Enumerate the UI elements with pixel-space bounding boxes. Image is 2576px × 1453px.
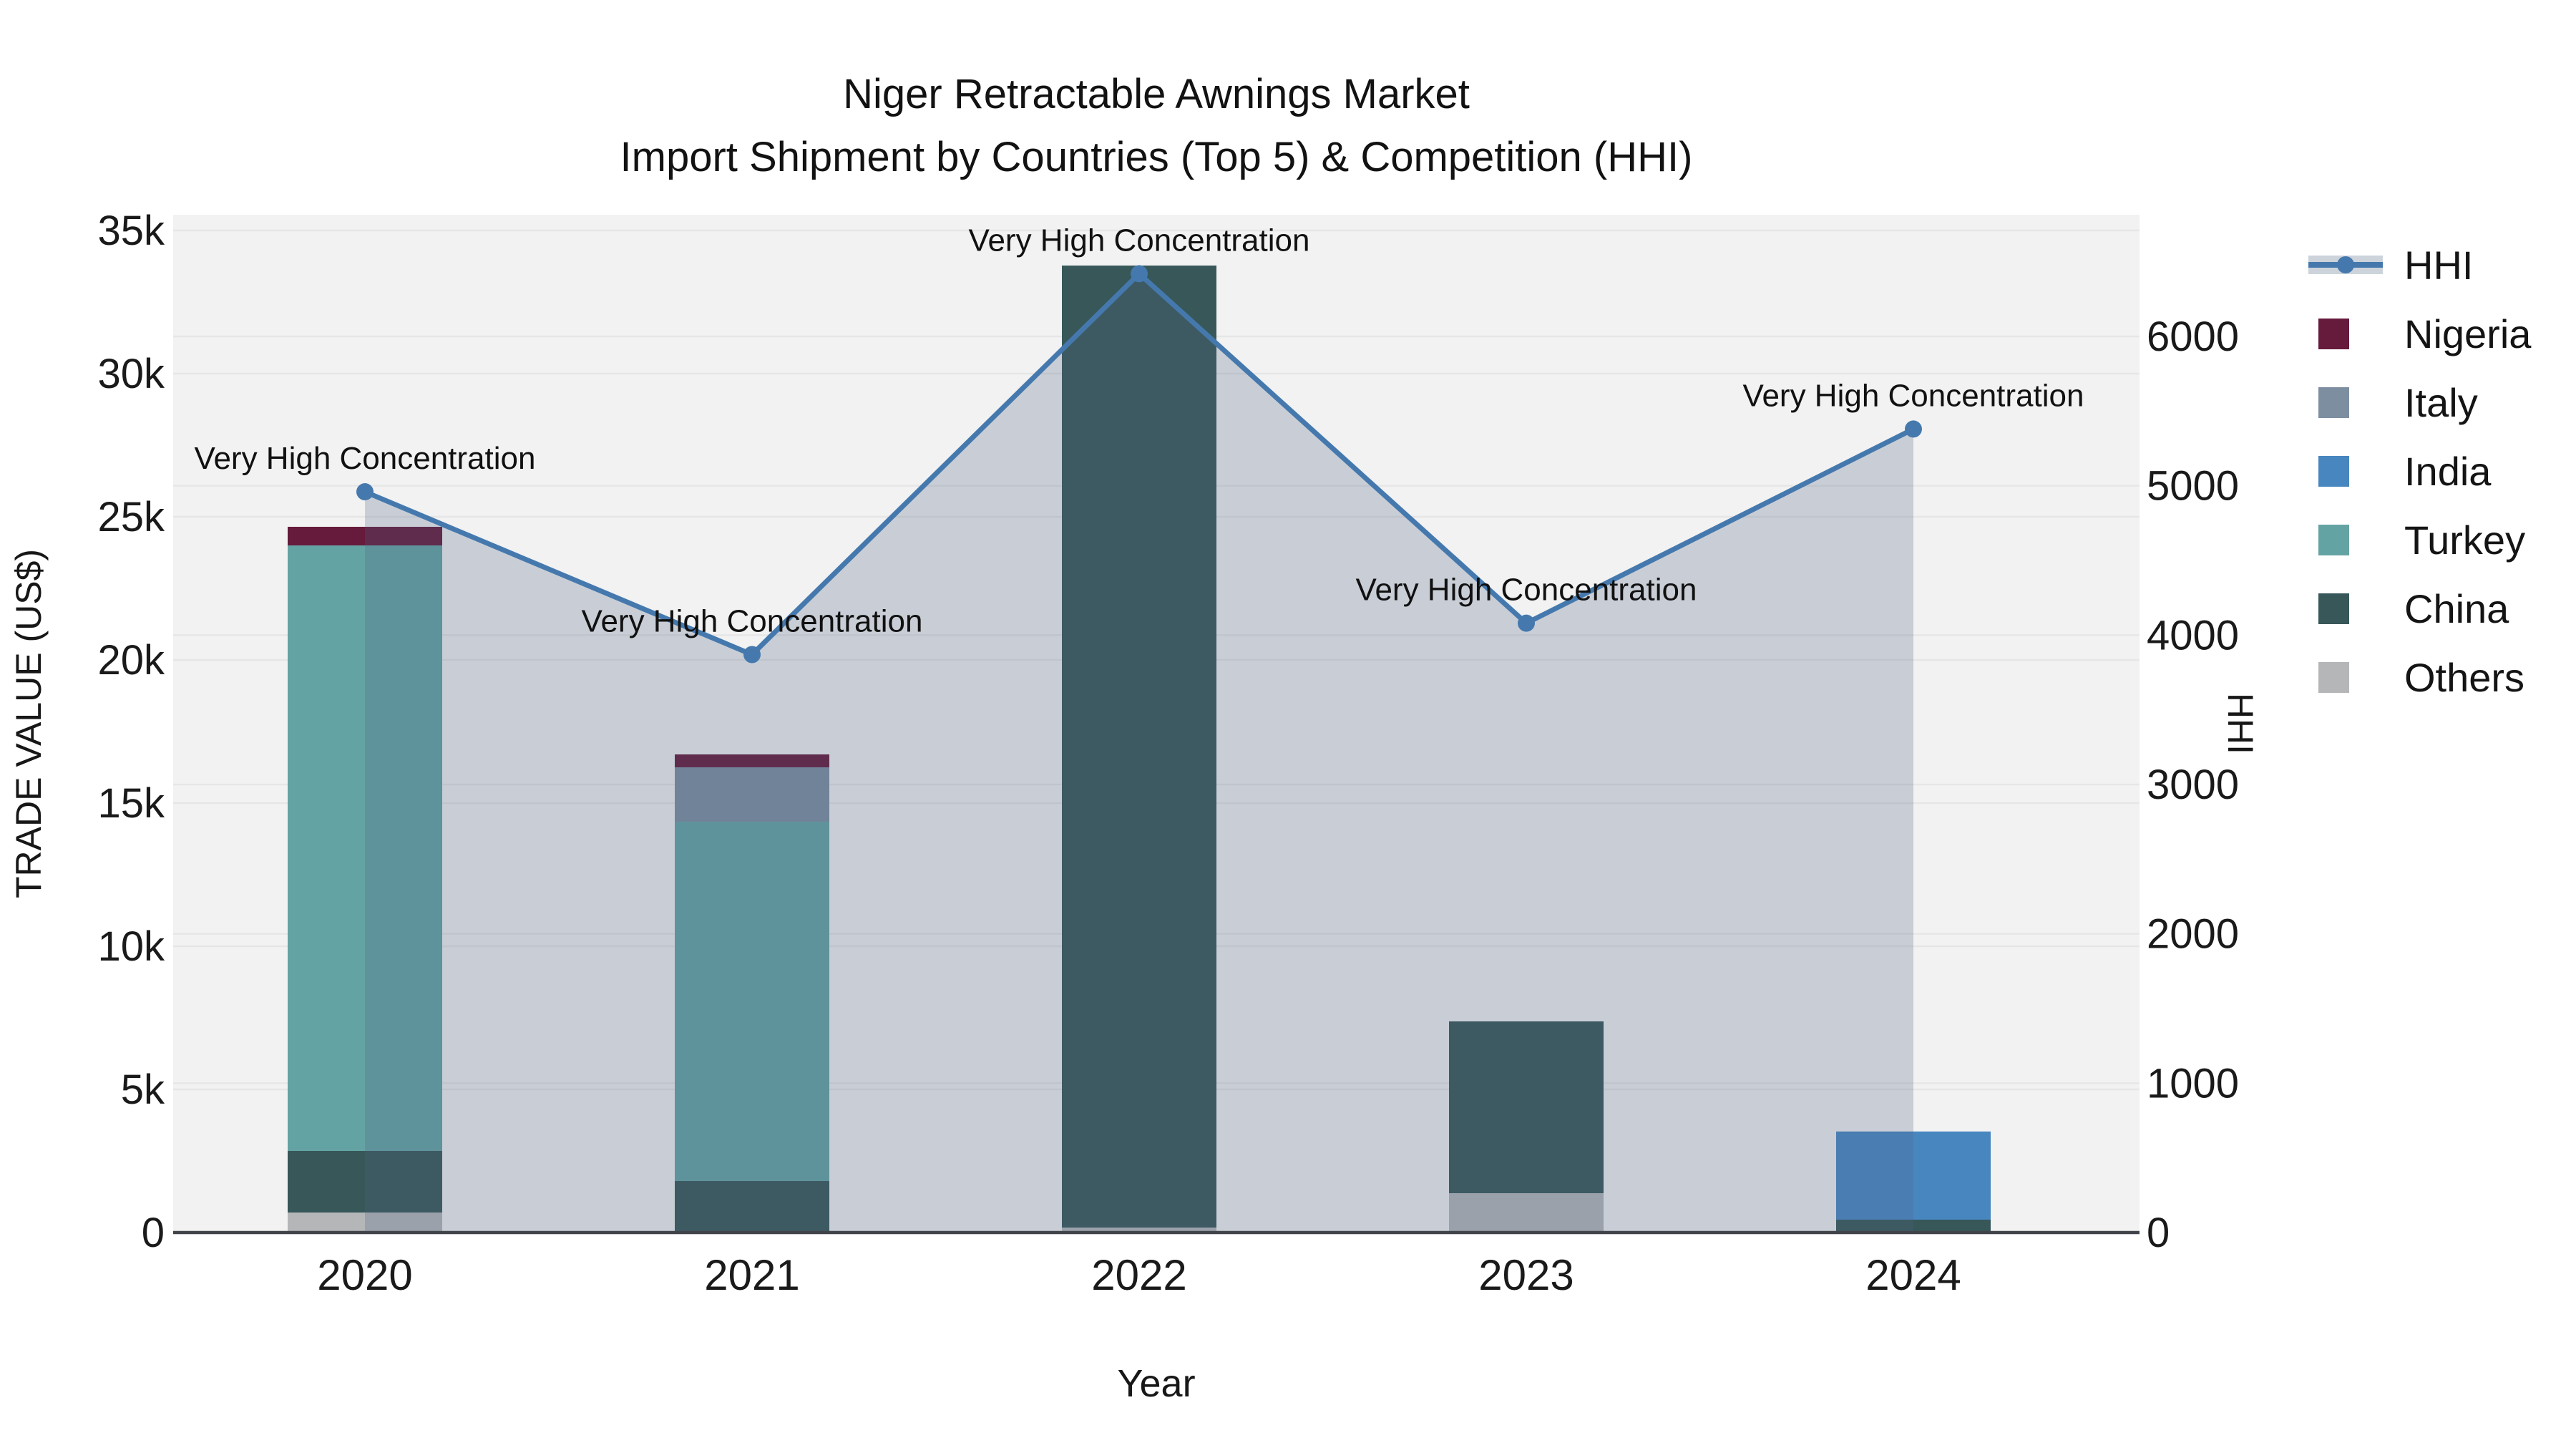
bar-segment-nigeria-2020 [288,527,442,545]
legend-item-india[interactable]: India [2308,437,2531,505]
bar-segment-others-2023 [1449,1193,1604,1233]
y-left-tick-label-5k: 5k [121,1066,165,1113]
bar-segment-turkey-2021 [675,822,829,1181]
legend-label: China [2404,585,2509,631]
chart-title-line1: Niger Retractable Awnings Market [843,71,1470,117]
annotation-2023: Very High Concentration [1356,573,1697,608]
x-tick-label-2023: 2023 [1478,1251,1574,1299]
y-right-tick-label-2000: 2000 [2147,911,2239,958]
bar-segment-others-2022 [1062,1228,1216,1233]
annotation-2024: Very High Concentration [1743,378,2084,413]
annotation-2021: Very High Concentration [582,603,923,638]
bar-segment-nigeria-2021 [675,754,829,767]
annotation-2022: Very High Concentration [969,223,1310,258]
annotation-2020: Very High Concentration [195,441,536,476]
y-left-tick-label-30k: 30k [97,351,165,397]
x-tick-label-2024: 2024 [1865,1251,1961,1299]
legend-item-turkey[interactable]: Turkey [2308,505,2531,574]
chart-title-line2: Import Shipment by Countries (Top 5) & C… [620,134,1693,181]
y-left-tick-label-25k: 25k [97,494,165,540]
y-right-tick-label-4000: 4000 [2147,612,2239,659]
hhi-marker-2022 [1131,265,1148,283]
hhi-marker-2023 [1518,614,1535,632]
color-swatch-icon [2308,661,2386,693]
y-left-tick-label-15k: 15k [97,780,165,827]
legend-item-others[interactable]: Others [2308,643,2531,711]
legend-item-hhi[interactable]: HHI [2308,230,2531,299]
hhi-marker-2020 [356,483,374,501]
bar-segment-china-2024 [1836,1220,1991,1233]
color-swatch-icon [2308,455,2386,487]
legend-label: HHI [2404,242,2474,288]
legend-item-nigeria[interactable]: Nigeria [2308,299,2531,368]
hhi-line-icon [2308,249,2386,281]
bar-segment-china-2022 [1062,266,1216,1228]
legend-label: Italy [2404,379,2478,425]
bar-segment-india-2024 [1836,1131,1991,1220]
y-right-tick-label-0: 0 [2147,1210,2170,1256]
legend: HHI Nigeria Italy India Turkey China Oth… [2308,230,2531,711]
x-tick-label-2021: 2021 [704,1251,799,1299]
bar-segment-china-2020 [288,1151,442,1213]
legend-label: Nigeria [2404,311,2532,356]
x-axis-title: Year [1117,1362,1196,1405]
y-right-tick-label-5000: 5000 [2147,463,2239,510]
color-swatch-icon [2308,593,2386,624]
legend-item-china[interactable]: China [2308,574,2531,643]
legend-label: Turkey [2404,517,2526,563]
bar-segment-italy-2021 [675,767,829,822]
y-right-tick-label-1000: 1000 [2147,1060,2239,1107]
bar-segment-china-2021 [675,1181,829,1233]
bar-segment-turkey-2020 [288,545,442,1151]
y-right-tick-label-6000: 6000 [2147,314,2239,360]
x-tick-label-2022: 2022 [1091,1251,1186,1299]
y-left-tick-label-20k: 20k [97,637,165,684]
bar-segment-others-2020 [288,1213,442,1233]
color-swatch-icon [2308,387,2386,418]
chart-title: Niger Retractable Awnings Market Import … [173,63,2140,189]
hhi-area-fill [365,273,1913,1233]
y-left-tick-label-10k: 10k [97,923,165,970]
hhi-marker-2024 [1905,420,1922,438]
y-right-tick-label-3000: 3000 [2147,762,2239,808]
legend-item-italy[interactable]: Italy [2308,368,2531,437]
bar-segment-china-2023 [1449,1021,1604,1193]
y-left-tick-label-35k: 35k [97,208,165,254]
y-left-tick-label-0: 0 [142,1210,165,1256]
x-tick-label-2020: 2020 [317,1251,412,1299]
color-swatch-icon [2308,524,2386,555]
y-axis-left-title: TRADE VALUE (US$) [9,548,49,899]
y-axis-right-title: HHI [2220,692,2260,755]
legend-label: Others [2404,654,2525,700]
legend-label: India [2404,448,2492,494]
color-swatch-icon [2308,318,2386,349]
hhi-marker-2021 [743,646,761,664]
